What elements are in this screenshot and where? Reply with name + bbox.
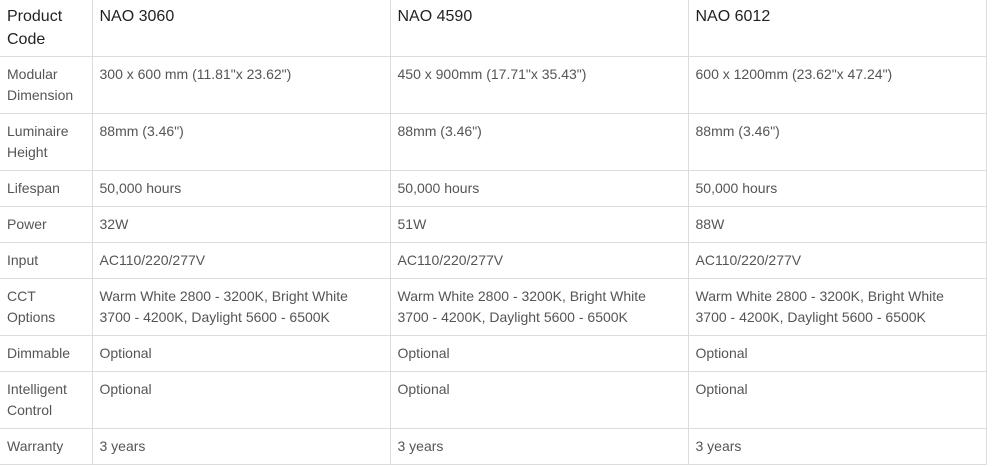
table-row: Intelligent Control Optional Optional Optio…: [0, 371, 987, 429]
table-row: Dimmable Optional Optional Optional: [0, 335, 987, 372]
cell: AC110/220/277V: [687, 242, 987, 279]
cell: AC110/220/277V: [91, 242, 391, 279]
table-row: Power 32W 51W 88W: [0, 206, 987, 243]
column-header: NAO 4590: [389, 0, 689, 57]
table-row: Modular Dimension 300 x 600 mm (11.81"x 2…: [0, 56, 987, 114]
cell: 3 years: [687, 428, 987, 465]
cell: Warm White 2800 - 3200K, Bright White 37…: [91, 278, 391, 336]
row-label: Input: [0, 242, 93, 279]
column-header: NAO 6012: [687, 0, 987, 57]
cell: 88mm (3.46"): [91, 113, 391, 171]
cell: 50,000 hours: [91, 170, 391, 207]
cell: Warm White 2800 - 3200K, Bright White 37…: [389, 278, 689, 336]
row-label: Luminaire Height: [0, 113, 93, 171]
cell: 88W: [687, 206, 987, 243]
cell: 51W: [389, 206, 689, 243]
cell: 50,000 hours: [389, 170, 689, 207]
cell: 3 years: [389, 428, 689, 465]
header-row: Product Code NAO 3060 NAO 4590 NAO 6012: [0, 0, 987, 57]
cell: Optional: [687, 371, 987, 429]
cell: Optional: [91, 335, 391, 372]
cell: 600 x 1200mm (23.62"x 47.24"): [687, 56, 987, 114]
row-label: Power: [0, 206, 93, 243]
row-label: Warranty: [0, 428, 93, 465]
column-header: NAO 3060: [91, 0, 391, 57]
cell: Warm White 2800 - 3200K, Bright White 37…: [687, 278, 987, 336]
cell: 50,000 hours: [687, 170, 987, 207]
table-row: Lifespan 50,000 hours 50,000 hours 50,000 h…: [0, 170, 987, 207]
row-label: Lifespan: [0, 170, 93, 207]
row-label: CCT Options: [0, 278, 93, 336]
cell: Optional: [389, 371, 689, 429]
cell: Optional: [389, 335, 689, 372]
cell: Optional: [687, 335, 987, 372]
cell: Optional: [91, 371, 391, 429]
cell: AC110/220/277V: [389, 242, 689, 279]
cell: 88mm (3.46"): [687, 113, 987, 171]
table-row: Warranty 3 years 3 years 3 years: [0, 428, 987, 465]
cell: 88mm (3.46"): [389, 113, 689, 171]
table-row: Luminaire Height 88mm (3.46") 88mm (3.46")…: [0, 113, 987, 171]
table-row: Input AC110/220/277V AC110/220/277V AC110/2…: [0, 242, 987, 279]
cell: 32W: [91, 206, 391, 243]
cell: 3 years: [91, 428, 391, 465]
row-label: Dimmable: [0, 335, 93, 372]
cell: 450 x 900mm (17.71"x 35.43"): [389, 56, 689, 114]
table-row: CCT Options Warm White 2800 - 3200K, Brig…: [0, 278, 987, 336]
cell: 300 x 600 mm (11.81"x 23.62"): [91, 56, 391, 114]
row-label: Modular Dimension: [0, 56, 93, 114]
row-header-title: Product Code: [0, 0, 93, 57]
row-label: Intelligent Control: [0, 371, 93, 429]
